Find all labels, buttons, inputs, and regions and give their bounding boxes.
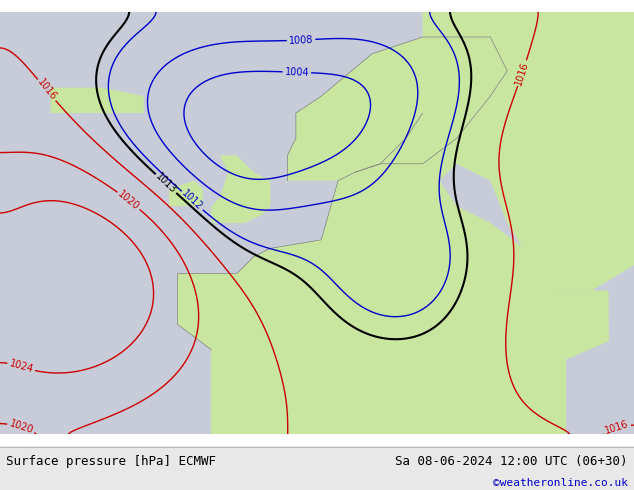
Text: 1008: 1008 (288, 34, 314, 46)
Text: 1016: 1016 (35, 77, 58, 103)
Text: 1020: 1020 (8, 419, 34, 436)
Text: 1016: 1016 (604, 419, 630, 437)
Polygon shape (211, 333, 566, 434)
Polygon shape (423, 12, 634, 291)
Polygon shape (287, 37, 507, 181)
Polygon shape (211, 155, 271, 223)
Text: 1016: 1016 (514, 60, 531, 86)
Polygon shape (474, 291, 609, 342)
Polygon shape (178, 37, 609, 392)
Polygon shape (51, 88, 144, 113)
Text: Sa 08-06-2024 12:00 UTC (06+30): Sa 08-06-2024 12:00 UTC (06+30) (395, 455, 628, 468)
Text: 1004: 1004 (285, 67, 309, 78)
Text: 1013: 1013 (153, 172, 178, 196)
Polygon shape (169, 181, 203, 206)
Text: Surface pressure [hPa] ECMWF: Surface pressure [hPa] ECMWF (6, 455, 216, 468)
Text: ©weatheronline.co.uk: ©weatheronline.co.uk (493, 478, 628, 489)
Text: 1024: 1024 (8, 359, 34, 375)
Text: 1012: 1012 (180, 189, 205, 213)
Text: 1020: 1020 (116, 189, 141, 212)
